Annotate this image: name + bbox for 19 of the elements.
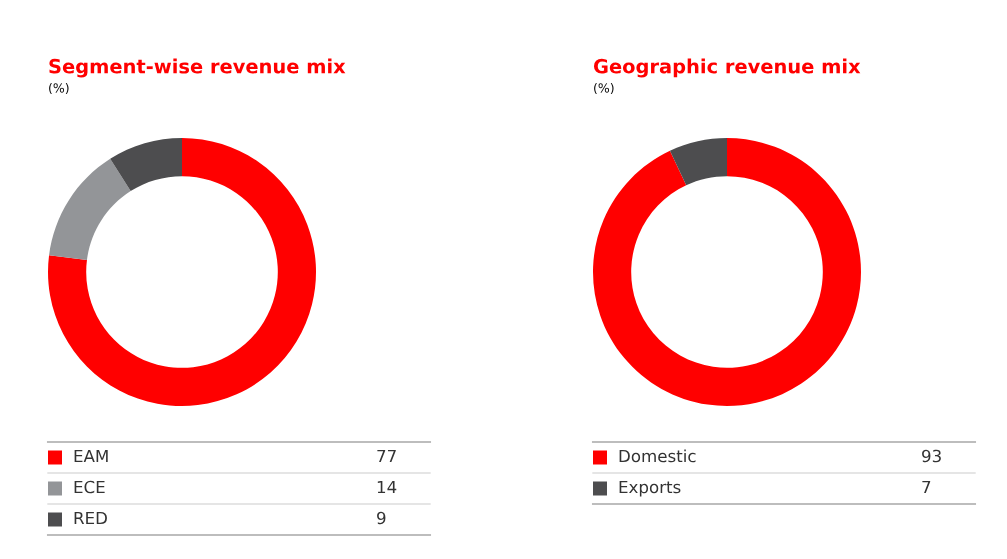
legend-label: EAM <box>74 449 108 463</box>
donut-slice <box>48 138 316 406</box>
donut-slice <box>669 138 727 186</box>
data-label: 93 <box>922 449 941 463</box>
legend-label: Domestic <box>619 449 696 463</box>
donut-slice <box>110 138 182 192</box>
data-label: 77 <box>377 449 396 463</box>
data-label: 14 <box>377 480 397 494</box>
legend-label: Exports <box>619 480 681 497</box>
data-label: 9 <box>377 511 386 525</box>
donut-slice <box>49 158 131 260</box>
chart-subtitle: (%) <box>594 82 614 95</box>
donut-slice <box>593 138 861 406</box>
chart-title: Segment-wise revenue mix <box>49 58 346 78</box>
legend-label: ECE <box>74 480 105 494</box>
chart-subtitle: (%) <box>49 82 69 95</box>
legend-label: RED <box>74 511 107 525</box>
chart-title: Geographic revenue mix <box>593 58 861 78</box>
data-label: 7 <box>922 480 931 494</box>
